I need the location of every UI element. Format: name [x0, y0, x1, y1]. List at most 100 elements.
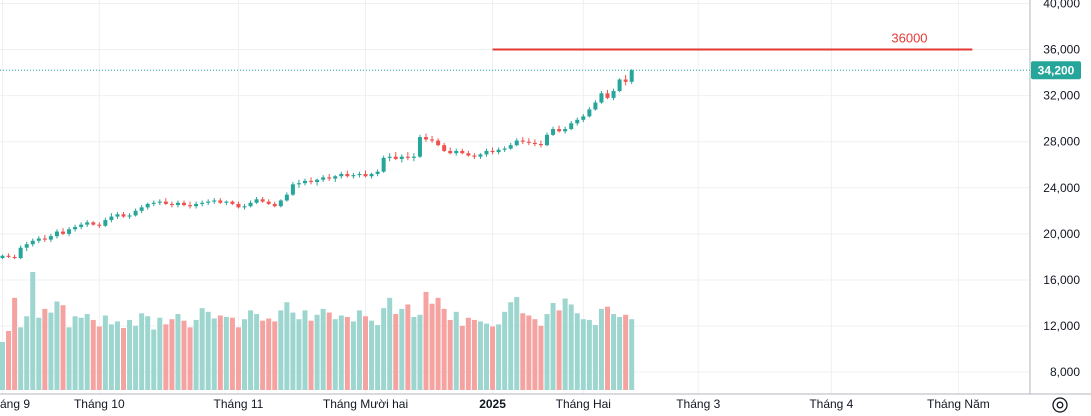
- volume-bar: [0, 342, 5, 390]
- candle-body: [502, 148, 507, 150]
- volume-bar: [6, 331, 12, 390]
- volume-bar: [54, 301, 60, 390]
- candle-body: [18, 247, 23, 259]
- candle-body: [303, 180, 307, 184]
- volume-bar: [229, 317, 235, 390]
- candle-body: [61, 231, 65, 234]
- price-tick-label: 32,000: [1043, 89, 1080, 103]
- volume-bar: [338, 315, 344, 390]
- candle-body: [284, 194, 289, 201]
- candle-body: [472, 155, 477, 157]
- price-tick-label: 40,000: [1043, 0, 1080, 10]
- candle-body: [369, 173, 374, 177]
- candle-body: [115, 214, 120, 217]
- volume-bar: [453, 311, 459, 390]
- candle-body: [538, 144, 543, 146]
- volume-bar: [490, 326, 496, 390]
- price-tick-label: 20,000: [1043, 227, 1080, 241]
- candle-body: [236, 203, 241, 208]
- candle-body: [587, 109, 592, 117]
- candle-body: [6, 255, 11, 257]
- candle-body: [139, 207, 144, 211]
- candle-body: [278, 200, 283, 207]
- last-price-badge-bg: [1031, 61, 1081, 80]
- candle-body: [212, 200, 217, 202]
- volume-bar: [211, 318, 217, 390]
- candle-body: [248, 202, 253, 207]
- volume-bar: [356, 310, 362, 390]
- candle-body: [127, 215, 132, 217]
- candle-body: [351, 175, 356, 177]
- volume-bar: [302, 310, 308, 390]
- candle-body: [30, 240, 35, 245]
- candle-body: [103, 220, 108, 226]
- time-tick-label: Tháng 10: [74, 397, 125, 411]
- last-price-badge-label: 34,200: [1038, 63, 1075, 77]
- volume-bar: [217, 315, 223, 390]
- time-tick-label: Tháng 11: [214, 397, 264, 411]
- candle-body: [230, 201, 235, 204]
- candle-body: [563, 129, 568, 132]
- volume-bar: [459, 325, 465, 390]
- candle-body: [405, 156, 410, 158]
- volume-bar: [611, 314, 617, 390]
- candle-body: [73, 226, 78, 230]
- volume-bar: [592, 325, 598, 390]
- volume-bar: [471, 319, 477, 390]
- price-axis[interactable]: 8,000 12,000 16,000 20,000 24,000 28,000 32,00…: [1029, 0, 1091, 394]
- volume-bar: [235, 327, 241, 390]
- candle-body: [200, 202, 205, 204]
- price-tick-label: 12,000: [1043, 319, 1080, 333]
- volume-bar: [477, 321, 483, 390]
- candle-body: [242, 206, 247, 208]
- candle-body: [182, 202, 186, 206]
- volume-bar: [326, 312, 332, 390]
- volume-bar: [375, 325, 381, 390]
- volume-bar: [344, 316, 350, 390]
- volume-bar: [387, 297, 393, 390]
- volume-bar: [623, 314, 629, 390]
- volume-bar: [278, 310, 284, 390]
- candle-body: [399, 156, 404, 159]
- gear-icon[interactable]: [1052, 397, 1068, 413]
- volume-bar: [586, 319, 592, 390]
- candle-body: [12, 256, 17, 259]
- volume-bar: [90, 319, 96, 390]
- candle-body: [593, 102, 598, 110]
- candle-body: [339, 173, 344, 177]
- volume-bar: [369, 320, 375, 390]
- candle-body: [54, 231, 59, 237]
- candle-body: [145, 203, 150, 208]
- price-tick-labels: 8,000 12,000 16,000 20,000 24,000 28,000 32,00…: [1043, 0, 1080, 379]
- chart-settings-button[interactable]: [1052, 397, 1068, 413]
- volume-bar: [163, 324, 169, 390]
- candle-body: [417, 137, 422, 157]
- volume-bar: [121, 328, 126, 390]
- price-annotation[interactable]: 36000: [492, 31, 973, 51]
- candle-body: [557, 129, 562, 132]
- candle-body: [454, 150, 459, 154]
- time-tick-labels: áng 9 Tháng 10 Tháng 11 Tháng Mười hai 2025 T…: [0, 397, 990, 411]
- time-axis[interactable]: áng 9 Tháng 10 Tháng 11 Tháng Mười hai 2025 T…: [0, 393, 1091, 411]
- candle-body: [581, 116, 586, 120]
- time-tick-label: Tháng Mười hai: [323, 397, 408, 411]
- candle-body: [254, 199, 259, 203]
- price-axis-background: [1030, 0, 1091, 394]
- candle-body: [363, 173, 368, 177]
- candle-body: [97, 224, 102, 226]
- volume-bar: [151, 329, 157, 390]
- volume-bar: [175, 314, 181, 390]
- candle-body: [345, 173, 350, 177]
- candle-body: [551, 129, 556, 135]
- volume-bar: [381, 308, 387, 390]
- candle-body: [36, 238, 41, 241]
- candle-body: [575, 119, 580, 124]
- candle-body: [611, 91, 616, 98]
- candle-body: [460, 150, 465, 154]
- volume-bar: [399, 308, 405, 390]
- price-tick-label: 36,000: [1043, 43, 1080, 57]
- volume-bar: [127, 319, 133, 390]
- candle-body: [381, 157, 386, 172]
- volume-bar: [502, 311, 508, 390]
